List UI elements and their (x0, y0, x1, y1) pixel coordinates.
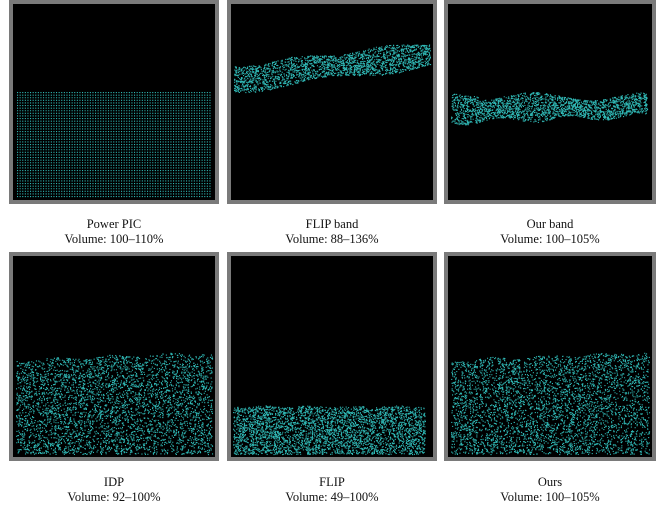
ours-simulation-image (451, 352, 651, 456)
flip-simulation-image (233, 405, 426, 456)
idp-simulation-image (16, 352, 214, 456)
ours-caption: Ours Volume: 100–105% (444, 475, 656, 505)
flip-band-title: FLIP band (305, 217, 359, 231)
our-band-panel (444, 0, 656, 204)
flip-volume: Volume: 49–100% (285, 490, 379, 504)
our-band-volume: Volume: 100–105% (500, 232, 600, 246)
power-pic-volume: Volume: 100–110% (64, 232, 164, 246)
flip-caption: FLIP Volume: 49–100% (227, 475, 437, 505)
flip-panel (227, 252, 437, 461)
power-pic-caption: Power PIC Volume: 100–110% (9, 217, 219, 247)
our-band-title: Our band (526, 217, 574, 231)
idp-caption: IDP Volume: 92–100% (9, 475, 219, 505)
flip-band-volume: Volume: 88–136% (285, 232, 379, 246)
idp-panel (9, 252, 219, 461)
flip-band-panel (227, 0, 437, 204)
flip-band-simulation-image (234, 44, 432, 94)
power-pic-panel (9, 0, 219, 204)
idp-title: IDP (103, 475, 125, 489)
our-band-caption: Our band Volume: 100–105% (444, 217, 656, 247)
idp-volume: Volume: 92–100% (67, 490, 161, 504)
our-band-simulation-image (451, 92, 649, 126)
flip-band-caption: FLIP band Volume: 88–136% (227, 217, 437, 247)
power-pic-simulation-image (17, 92, 211, 198)
ours-volume: Volume: 100–105% (500, 490, 600, 504)
power-pic-title: Power PIC (86, 217, 142, 231)
flip-title: FLIP (319, 475, 345, 489)
ours-title: Ours (537, 475, 563, 489)
ours-panel (444, 252, 656, 461)
